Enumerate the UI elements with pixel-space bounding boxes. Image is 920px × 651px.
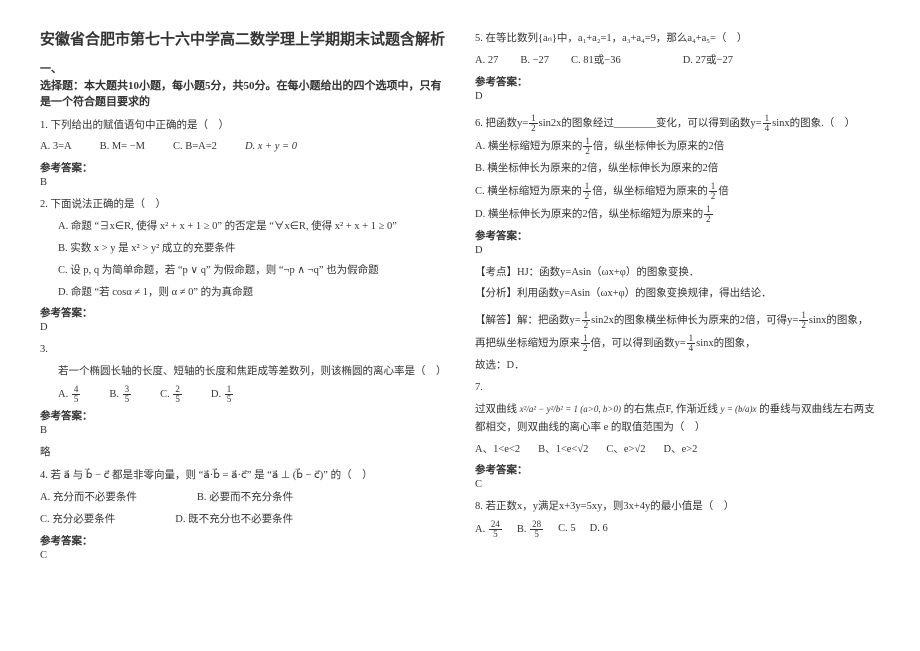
q4-opt-a: A. 充分而不必要条件 [40,489,137,507]
q6-expl-5: 故选：D． [475,357,880,375]
q2-opt-a: A. 命题 “∃x∈R, 使得 x² + x + 1 ≥ 0” 的否定是 “∀x… [40,218,445,236]
answer-label: 参考答案： [40,160,445,175]
q7-options: A、1<e<2 B、1<e<√2 C、e>√2 D、e>2 [475,441,880,459]
q5-opt-a: A. 27 [475,52,498,70]
q7-stem: 过双曲线 x²/a² − y²/b² = 1 (a>0, b>0) 的右焦点F,… [475,401,880,437]
q6-stem-a: 6. 把函数y= [475,118,528,129]
left-column: 安徽省合肥市第七十六中学高二数学理上学期期末试题含解析 一、 选择题：本大题共1… [40,30,445,569]
doc-title: 安徽省合肥市第七十六中学高二数学理上学期期末试题含解析 [40,30,445,51]
q2-stem: 2. 下面说法正确的是（ ） [40,196,445,214]
q6-stem-b: sin2x的图象经过________变化，可以得到函数y= [539,118,762,129]
q2-answer: D [40,322,445,333]
answer-label: 参考答案： [40,305,445,320]
q4-opt-b: B. 必要而不充分条件 [197,489,293,507]
q6-expl-4: 再把纵坐标缩短为原来12倍，可以得到函数y=14sinx的图象， [475,334,880,353]
q6-opt-c: C. 横坐标缩短为原来的12倍，纵坐标缩短为原来的12倍 [475,182,880,201]
q8-opt-a: A. 245 [475,520,503,539]
q6-stem: 6. 把函数y=12sin2x的图象经过________变化，可以得到函数y=1… [475,114,880,133]
q5-opt-b: B. −27 [520,52,549,70]
q8-opt-c: C. 5 [558,520,576,539]
q3-answer: B [40,425,445,436]
q3-opt-b: B. 35 [109,385,132,404]
q5-stem: 5. 在等比数列{aₙ}中，a₁+a₂=1，a₃+a₄=9，那么a₄+a₅=（ … [475,30,880,48]
q5-opt-c: C. 81或−36 [571,52,621,70]
q8-opt-b: B. 285 [517,520,544,539]
q3-opt-a: A. 45 [58,385,81,404]
q3-note: 略 [40,444,445,459]
q7-answer: C [475,479,880,490]
q5-answer: D [475,91,880,102]
answer-label: 参考答案： [475,462,880,477]
q5-opt-d: D. 27或−27 [683,52,733,70]
q8-stem: 8. 若正数x，y满足x+3y=5xy，则3x+4y的最小值是（ ） [475,498,880,516]
q6-opt-b: B. 横坐标伸长为原来的2倍，纵坐标伸长为原来的2倍 [475,160,880,178]
q7-formula-1: x²/a² − y²/b² = 1 (a>0, b>0) [520,404,621,414]
q6-opt-d: D. 横坐标伸长为原来的2倍，纵坐标缩短为原来的12 [475,205,880,224]
q5-options: A. 27 B. −27 C. 81或−36 D. 27或−27 [475,52,880,70]
q3-num: 3. [40,341,445,359]
q3-opt-c: C. 25 [160,385,183,404]
q6-expl-2: 【分析】利用函数y=Asin（ωx+φ）的图象变换规律，得出结论． [475,285,880,303]
q6-expl-1: 【考点】HJ：函数y=Asin（ωx+φ）的图象变换． [475,264,880,282]
q2-opt-c: C. 设 p, q 为简单命题，若 “p ∨ q” 为假命题，则 “¬p ∧ ¬… [40,262,445,280]
q4-stem: 4. 若 a⃗ 与 b⃗ − c⃗ 都是非零向量，则 “a⃗·b⃗ = a⃗·c… [40,467,445,485]
q2-opt-d: D. 命题 “若 cosα ≠ 1，则 α ≠ 0” 的为真命题 [40,284,445,302]
q1-answer: B [40,177,445,188]
q1-opt-a: A. 3=A [40,138,72,156]
q1-stem: 1. 下列给出的赋值语句中正确的是（ ） [40,117,445,135]
q2-opt-b: B. 实数 x > y 是 x² > y² 成立的充要条件 [40,240,445,258]
answer-label: 参考答案： [475,74,880,89]
q8-opt-d: D. 6 [590,520,608,539]
q6-expl-3: 【解答】解：把函数y=12sin2x的图象横坐标伸长为原来的2倍，可得y=12s… [475,311,880,330]
q1-opt-c: C. B=A=2 [173,138,217,156]
q8-options: A. 245 B. 285 C. 5 D. 6 [475,520,880,539]
q6-opt-a: A. 横坐标缩短为原来的12倍，纵坐标伸长为原来的2倍 [475,137,880,156]
q3-options: A. 45 B. 35 C. 25 D. 15 [40,385,445,404]
q7-opt-a: A、1<e<2 [475,441,520,459]
q7-opt-b: B、1<e<√2 [538,441,588,459]
section-1-heading: 一、 选择题：本大题共10小题，每小题5分，共50分。在每小题给出的四个选项中，… [40,61,445,111]
answer-label: 参考答案： [475,228,880,243]
q6-stem-c: sinx的图象.（ ） [772,118,855,129]
answer-label: 参考答案： [40,533,445,548]
q7-opt-c: C、e>√2 [606,441,645,459]
answer-label: 参考答案： [40,408,445,423]
q4-options: A. 充分而不必要条件 B. 必要而不充分条件 [40,489,445,507]
right-column: 5. 在等比数列{aₙ}中，a₁+a₂=1，a₃+a₄=9，那么a₄+a₅=（ … [475,30,880,569]
exam-document: 安徽省合肥市第七十六中学高二数学理上学期期末试题含解析 一、 选择题：本大题共1… [0,0,920,599]
q4-answer: C [40,550,445,561]
q1-opt-d: D. x + y = 0 [245,138,297,156]
q1-options: A. 3=A B. M= −M C. B=A=2 D. x + y = 0 [40,138,445,156]
q3-stem: 若一个椭圆长轴的长度、短轴的长度和焦距成等差数列，则该椭圆的离心率是（ ） [40,363,445,381]
q6-answer: D [475,245,880,256]
q4-opt-c: C. 充分必要条件 [40,511,115,529]
q1-opt-b: B. M= −M [100,138,145,156]
q4-options-2: C. 充分必要条件 D. 既不充分也不必要条件 [40,511,445,529]
q4-opt-d: D. 既不充分也不必要条件 [175,511,293,529]
q7-opt-d: D、e>2 [663,441,697,459]
q7-num: 7. [475,379,880,397]
q7-formula-2: y = (b/a)x [720,404,756,414]
q3-opt-d: D. 15 [211,385,234,404]
